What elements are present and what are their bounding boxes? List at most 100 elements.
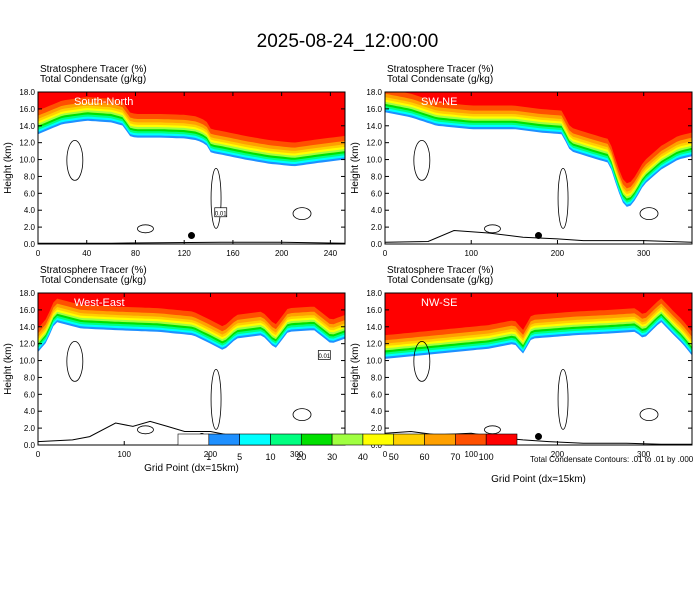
y-tick-label: 16.0 bbox=[366, 306, 382, 315]
y-tick-label: 18.0 bbox=[19, 88, 35, 97]
contour-label: 0.01 bbox=[318, 354, 330, 360]
panel-subtitle-2: Total Condensate (g/kg) bbox=[40, 275, 146, 286]
y-tick-label: 16.0 bbox=[19, 105, 35, 114]
x-tick-label: 240 bbox=[324, 249, 338, 258]
tracer-band-9 bbox=[38, 92, 345, 143]
plot-frame bbox=[384, 292, 693, 446]
panel-label: SW-NE bbox=[421, 96, 457, 108]
y-tick-label: 16.0 bbox=[366, 105, 382, 114]
condensate-contour bbox=[413, 139, 431, 181]
y-tick-label: 18.0 bbox=[366, 289, 382, 298]
x-tick-label: 0 bbox=[383, 249, 388, 258]
colorbar-swatch bbox=[300, 433, 333, 446]
panel-3: Stratosphere Tracer (%)Total Condensate … bbox=[350, 265, 693, 485]
x-tick-label: 200 bbox=[551, 249, 565, 258]
condensate-contour bbox=[557, 167, 569, 229]
colorbar-label: 30 bbox=[327, 452, 337, 462]
colorbar-swatch bbox=[455, 433, 487, 446]
y-tick-label: 0.0 bbox=[371, 441, 383, 450]
plot-area bbox=[385, 92, 692, 244]
y-tick-label: 6.0 bbox=[371, 189, 383, 198]
y-tick-label: 10.0 bbox=[366, 357, 382, 366]
y-tick-label: 2.0 bbox=[371, 223, 383, 232]
contour-label-box bbox=[317, 350, 331, 360]
x-tick-label: 0 bbox=[383, 450, 388, 459]
x-tick-label: 100 bbox=[465, 450, 479, 459]
tracer-band-9 bbox=[38, 293, 345, 329]
condensate-contour bbox=[639, 207, 659, 221]
colorbar-label: 50 bbox=[389, 452, 399, 462]
y-tick-label: 10.0 bbox=[19, 156, 35, 165]
y-tick-label: 14.0 bbox=[19, 323, 35, 332]
panel-subtitle-1: Stratosphere Tracer (%) bbox=[387, 265, 494, 276]
y-tick-label: 0.0 bbox=[24, 441, 36, 450]
y-tick-label: 18.0 bbox=[19, 289, 35, 298]
panel-subtitle-2: Total Condensate (g/kg) bbox=[387, 275, 493, 286]
x-tick-label: 200 bbox=[275, 249, 289, 258]
condensate-contour bbox=[210, 167, 222, 229]
y-tick-label: 12.0 bbox=[366, 340, 382, 349]
condensate-contour bbox=[639, 408, 659, 422]
y-tick-label: 14.0 bbox=[19, 122, 35, 131]
y-tick-label: 4.0 bbox=[371, 206, 383, 215]
y-axis-label: Height (km) bbox=[3, 142, 14, 194]
panel-subtitle-2: Total Condensate (g/kg) bbox=[40, 74, 146, 85]
y-tick-label: 16.0 bbox=[19, 306, 35, 315]
tracer-band-9 bbox=[385, 92, 692, 184]
colorbar-swatch bbox=[485, 433, 518, 446]
x-tick-label: 40 bbox=[82, 249, 91, 258]
x-tick-label: 0 bbox=[36, 450, 41, 459]
y-tick-label: 6.0 bbox=[371, 390, 383, 399]
colorbar-swatch bbox=[424, 433, 456, 446]
colorbar-label: 100 bbox=[479, 452, 494, 462]
panel-label: West-East bbox=[74, 297, 125, 309]
colorbar-label: 20 bbox=[296, 452, 306, 462]
colorbar-label: 70 bbox=[450, 452, 460, 462]
x-axis-label: Grid Point (dx=15km) bbox=[144, 463, 239, 474]
contour-label: 0.01 bbox=[215, 211, 227, 217]
x-tick-label: 100 bbox=[118, 450, 132, 459]
location-marker bbox=[535, 232, 542, 240]
x-tick-label: 160 bbox=[226, 249, 240, 258]
tracer-band-9 bbox=[385, 293, 692, 336]
y-tick-label: 8.0 bbox=[24, 373, 36, 382]
y-tick-label: 6.0 bbox=[24, 189, 36, 198]
condensate-contour bbox=[413, 340, 431, 382]
condensate-contour bbox=[66, 139, 84, 181]
y-tick-label: 12.0 bbox=[366, 139, 382, 148]
y-tick-label: 10.0 bbox=[19, 357, 35, 366]
colorbar-swatch bbox=[239, 433, 271, 446]
y-tick-label: 0.0 bbox=[24, 240, 36, 249]
y-tick-label: 14.0 bbox=[366, 323, 382, 332]
y-tick-label: 4.0 bbox=[24, 206, 36, 215]
x-tick-label: 300 bbox=[637, 249, 651, 258]
plot-area: 0.01 bbox=[38, 293, 345, 445]
panel-1: Stratosphere Tracer (%)Total Condensate … bbox=[350, 64, 693, 258]
condensate-contour bbox=[292, 207, 312, 221]
y-tick-label: 10.0 bbox=[366, 156, 382, 165]
x-tick-label: 100 bbox=[465, 249, 479, 258]
x-tick-label: 120 bbox=[178, 249, 192, 258]
colorbar-swatch bbox=[331, 433, 364, 446]
y-axis-label: Height (km) bbox=[350, 142, 361, 194]
colorbar-swatch bbox=[208, 433, 240, 446]
plot-area bbox=[385, 293, 692, 445]
colorbar-swatch bbox=[362, 433, 395, 446]
condensate-contour bbox=[484, 224, 501, 234]
y-tick-label: 6.0 bbox=[24, 390, 36, 399]
plot-frame bbox=[384, 91, 693, 245]
y-tick-label: 8.0 bbox=[371, 373, 383, 382]
y-tick-label: 8.0 bbox=[24, 172, 36, 181]
panel-label: South-North bbox=[74, 96, 133, 108]
condensate-contour bbox=[137, 224, 154, 234]
colorbar: 1 5 10 20 30 40 50 60 70 100 bbox=[177, 433, 518, 462]
x-tick-label: 200 bbox=[204, 450, 218, 459]
location-marker bbox=[535, 433, 542, 441]
y-tick-label: 12.0 bbox=[19, 139, 35, 148]
colorbar-swatch bbox=[393, 433, 425, 446]
y-tick-label: 2.0 bbox=[24, 223, 36, 232]
colorbar-label: 10 bbox=[265, 452, 275, 462]
condensate-contour bbox=[292, 408, 312, 422]
y-tick-label: 4.0 bbox=[371, 407, 383, 416]
